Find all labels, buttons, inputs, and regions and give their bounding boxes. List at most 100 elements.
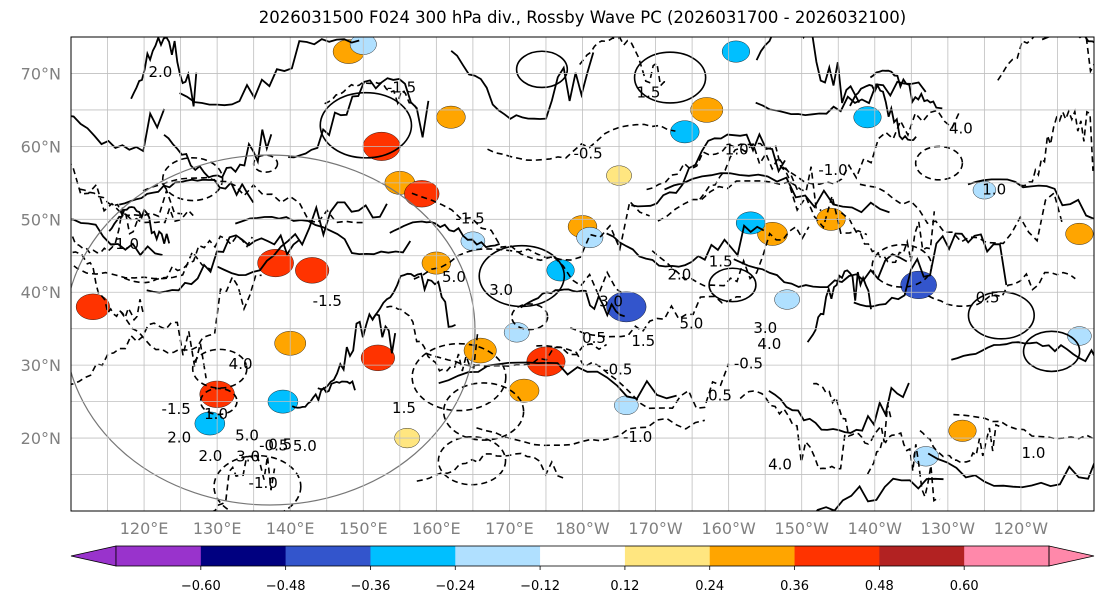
contour-ring-14 [213, 454, 302, 511]
contour-line-52 [927, 452, 1094, 489]
colorbar-swatch [879, 546, 965, 566]
lon-tick-label: 160°W [701, 519, 756, 538]
contour-line-26 [217, 201, 388, 277]
contour-label: 1.0 [204, 405, 228, 423]
contour-line-57 [211, 455, 276, 511]
contour-ring-0 [515, 50, 569, 89]
contour-line-20 [324, 81, 418, 110]
colorbar-extend-max [1048, 545, 1095, 567]
contour-label: 0.5 [976, 289, 1000, 307]
lon-tick-label: 120°W [994, 519, 1049, 538]
colorbar-tick-label: 0.60 [950, 579, 979, 594]
contour-ring-1 [161, 156, 224, 202]
contour-line-15 [1041, 37, 1094, 44]
contour-line-36 [235, 215, 412, 256]
colorbar-extend-min [70, 545, 117, 567]
contour-label: 0.5 [582, 329, 606, 347]
colorbar: −0.60 −0.48 −0.36 −0.24 −0.12 0.12 0.24 0.36 0.4… [70, 545, 1095, 594]
contour-label: 1.5 [709, 253, 733, 271]
colorbar-tick-label: −0.60 [181, 579, 221, 594]
contour-ring-6 [319, 91, 413, 159]
contour-label: 2.0 [667, 266, 691, 284]
contour-label: -1.5 [455, 210, 484, 228]
colorbar-swatch [200, 546, 286, 566]
contour-line-50 [815, 477, 944, 511]
contour-ring-9 [708, 267, 757, 303]
lat-tick-label: 60°N [21, 137, 61, 156]
contour-line-67 [651, 225, 810, 287]
map-frame [70, 36, 1095, 512]
shaded-cell-26 [900, 270, 937, 299]
contour-line-8 [733, 253, 908, 288]
shaded-cell-25 [606, 291, 647, 323]
contour-ring-16 [191, 348, 248, 389]
colorbar-tick-label: 0.24 [695, 579, 724, 594]
contour-line-4 [79, 188, 194, 224]
lat-tick-label: 40°N [21, 283, 61, 302]
contour-line-61 [853, 232, 1008, 308]
contour-line-65 [664, 172, 890, 214]
contour-label: 3.0 [489, 281, 513, 299]
contour-label: -1.5 [162, 400, 191, 418]
lon-tick-label: 120°E [120, 519, 169, 538]
colorbar-swatch [455, 546, 541, 566]
contour-ring-17 [871, 243, 933, 288]
contour-label: 1.0 [725, 140, 749, 158]
contour-label: -1.0 [249, 474, 278, 492]
contour-line-62 [997, 37, 1094, 81]
contour-line-14 [570, 295, 744, 338]
contour-line-56 [755, 80, 927, 117]
colorbar-swatch [964, 546, 1050, 566]
lon-tick-label: 170°W [628, 519, 683, 538]
colorbar-tick-label: 0.48 [865, 579, 894, 594]
shaded-cell-2 [404, 180, 440, 208]
shaded-cell-29 [670, 120, 700, 144]
ellipse-outline [71, 154, 476, 506]
contour-line-41 [389, 220, 500, 249]
lat-tick-label: 20°N [21, 429, 61, 448]
contour-line-54 [487, 123, 676, 162]
colorbar-swatch [285, 546, 371, 566]
lon-tick-label: 140°W [848, 519, 903, 538]
colorbar-tick-label: −0.24 [435, 579, 475, 594]
contour-line-28 [291, 380, 356, 409]
colorbar-swatch [709, 546, 795, 566]
contour-label: -0.5 [603, 360, 632, 378]
contour-ring-2 [1022, 330, 1081, 373]
contour-label: 3.0 [599, 293, 623, 311]
colorbar-tick-label: −0.12 [520, 579, 560, 594]
contour-line-33 [951, 341, 1094, 363]
contour-line-34 [386, 305, 479, 372]
contour-line-43 [72, 251, 144, 322]
contour-label: -1.0 [818, 161, 847, 179]
contour-label: -1.5 [313, 292, 342, 310]
lon-tick-label: 170°E [485, 519, 534, 538]
shaded-cell-3 [436, 105, 466, 129]
contour-label: -1.5 [387, 79, 416, 97]
contour-line-48 [130, 37, 198, 107]
contour-label: 1.0 [1022, 444, 1046, 462]
contour-ring-3 [510, 303, 549, 331]
colorbar-swatch [794, 546, 880, 566]
contour-ring-5 [442, 382, 525, 441]
contour-line-6 [768, 382, 910, 434]
contour-label: 3.0 [236, 447, 260, 465]
contour-label: 1.0 [982, 180, 1006, 198]
contour-label: 3.0 [753, 319, 777, 337]
lon-tick-label: 180°W [555, 519, 610, 538]
contour-line-69 [536, 344, 730, 410]
contour-labels: 0.5 1.0 1.5 2.0 3.0 4.0 5.0 -0.5 -1.0 -1.5 0.5 1.0 1… [110, 63, 1046, 492]
contour-line-37 [179, 38, 360, 107]
lat-lon-grid [71, 37, 1094, 511]
contour-line-19 [317, 312, 397, 391]
contour-label: 4.0 [768, 455, 792, 473]
shaded-cell-36 [774, 289, 800, 310]
contour-line-22 [840, 211, 936, 264]
contour-line-51 [782, 109, 961, 186]
lon-tick-label: 160°E [412, 519, 461, 538]
contour-line-5 [606, 223, 765, 268]
contour-line-63 [967, 178, 1094, 220]
contour-label: 5.0 [680, 314, 704, 332]
contour-label: 5.0 [442, 268, 466, 286]
contour-line-44 [646, 143, 799, 191]
